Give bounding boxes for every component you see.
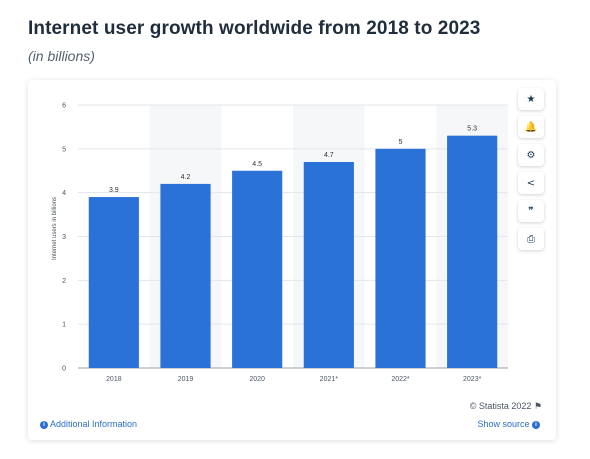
share-icon[interactable]: <	[518, 172, 544, 194]
credit-text: © Statista 2022	[469, 401, 532, 411]
y-tick-label: 1	[62, 322, 66, 329]
info-icon: i	[40, 420, 48, 429]
bell-icon[interactable]: 🔔	[518, 116, 544, 138]
print-icon[interactable]: ⎙	[518, 228, 544, 250]
bar	[375, 148, 426, 368]
bar-chart: 0 1 2 3 4 5 6 Internet users in billions 3.9 2018…	[52, 103, 508, 383]
data-label: 4.7	[324, 152, 334, 159]
additional-information-link[interactable]: i Additional Information	[40, 419, 137, 429]
chart-title: Internet user growth worldwide from 2018…	[28, 18, 481, 39]
bar	[303, 161, 354, 368]
chart-subtitle: (in billions)	[28, 48, 95, 64]
y-axis-label: Internet users in billions	[52, 197, 58, 260]
x-tick-label: 2019	[178, 376, 194, 383]
show-source-link[interactable]: Show source i	[477, 419, 542, 429]
quote-icon[interactable]: ❞	[518, 200, 544, 222]
x-tick-label: 2018	[106, 376, 122, 383]
y-tick-label: 4	[62, 190, 66, 197]
flag-icon[interactable]: ⚑	[533, 401, 542, 411]
y-tick-label: 3	[62, 234, 66, 241]
star-icon[interactable]: ★	[518, 88, 544, 110]
bar	[447, 135, 498, 368]
info-icon: i	[532, 420, 540, 429]
y-tick-label: 2	[62, 278, 66, 285]
x-tick-label: 2021*	[320, 376, 339, 383]
bar	[232, 170, 283, 368]
bar	[88, 197, 139, 368]
data-label: 5	[399, 139, 403, 146]
y-tick-label: 0	[62, 366, 66, 373]
x-tick-label: 2022*	[391, 376, 410, 383]
additional-information-label: Additional Information	[50, 419, 138, 429]
x-tick-label: 2023*	[463, 376, 482, 383]
y-tick-label: 5	[62, 146, 66, 153]
data-label: 3.9	[109, 187, 119, 194]
chart-toolbar: ★ 🔔 ⚙ < ❞ ⎙	[518, 88, 548, 256]
y-tick-label: 6	[62, 103, 66, 110]
bar	[160, 183, 211, 368]
gear-icon[interactable]: ⚙	[518, 144, 544, 166]
data-label: 4.5	[252, 161, 262, 168]
statista-credit: © Statista 2022 ⚑	[470, 401, 542, 412]
data-label: 4.2	[181, 174, 191, 181]
show-source-label: Show source	[477, 419, 530, 429]
x-tick-label: 2020	[249, 376, 265, 383]
data-label: 5.3	[467, 126, 477, 133]
chart-card: 0 1 2 3 4 5 6 Internet users in billions 3.9 2018…	[28, 80, 556, 440]
